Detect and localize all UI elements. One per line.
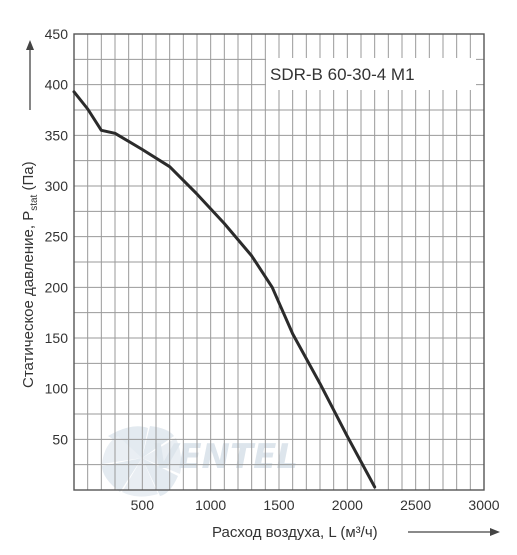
model-label-box bbox=[266, 58, 476, 90]
y-tick-label: 400 bbox=[45, 77, 69, 93]
x-axis-ticks: 500 1000 1500 2000 2500 3000 bbox=[131, 497, 500, 513]
y-tick-label: 350 bbox=[45, 127, 69, 143]
grid bbox=[74, 34, 484, 490]
x-tick-label: 500 bbox=[131, 497, 155, 513]
y-tick-label: 250 bbox=[45, 229, 69, 245]
y-tick-label: 50 bbox=[52, 431, 68, 447]
y-tick-label: 150 bbox=[45, 330, 69, 346]
y-axis-ticks: 50 100 150 200 250 300 350 400 450 bbox=[45, 26, 69, 447]
y-tick-label: 100 bbox=[45, 381, 69, 397]
pressure-curve bbox=[72, 90, 377, 489]
y-tick-label: 450 bbox=[45, 26, 69, 42]
y-axis-title-sub: stat bbox=[29, 194, 40, 210]
y-tick-label: 200 bbox=[45, 279, 69, 295]
watermark-text: VENTEL bbox=[152, 437, 298, 477]
y-axis-title: Статическое давление, Pstat (Па) bbox=[20, 161, 40, 388]
watermark-logo: VENTEL bbox=[102, 426, 298, 497]
y-axis-title-unit: (Па) bbox=[20, 161, 37, 194]
y-axis-arrow-icon bbox=[26, 40, 34, 50]
x-tick-label: 2500 bbox=[400, 497, 431, 513]
fan-icon bbox=[102, 426, 182, 497]
x-tick-label: 1500 bbox=[263, 497, 294, 513]
y-axis-title-main: Статическое давление, P bbox=[20, 211, 37, 388]
x-tick-label: 3000 bbox=[468, 497, 499, 513]
x-tick-label: 2000 bbox=[332, 497, 363, 513]
x-tick-label: 1000 bbox=[195, 497, 226, 513]
plot-frame bbox=[73, 33, 485, 491]
model-label: SDR-B 60-30-4 M1 bbox=[270, 65, 415, 84]
y-tick-label: 300 bbox=[45, 178, 69, 194]
x-axis-title: Расход воздуха, L (м³/ч) bbox=[212, 524, 378, 541]
x-axis-arrow-icon bbox=[490, 528, 500, 536]
